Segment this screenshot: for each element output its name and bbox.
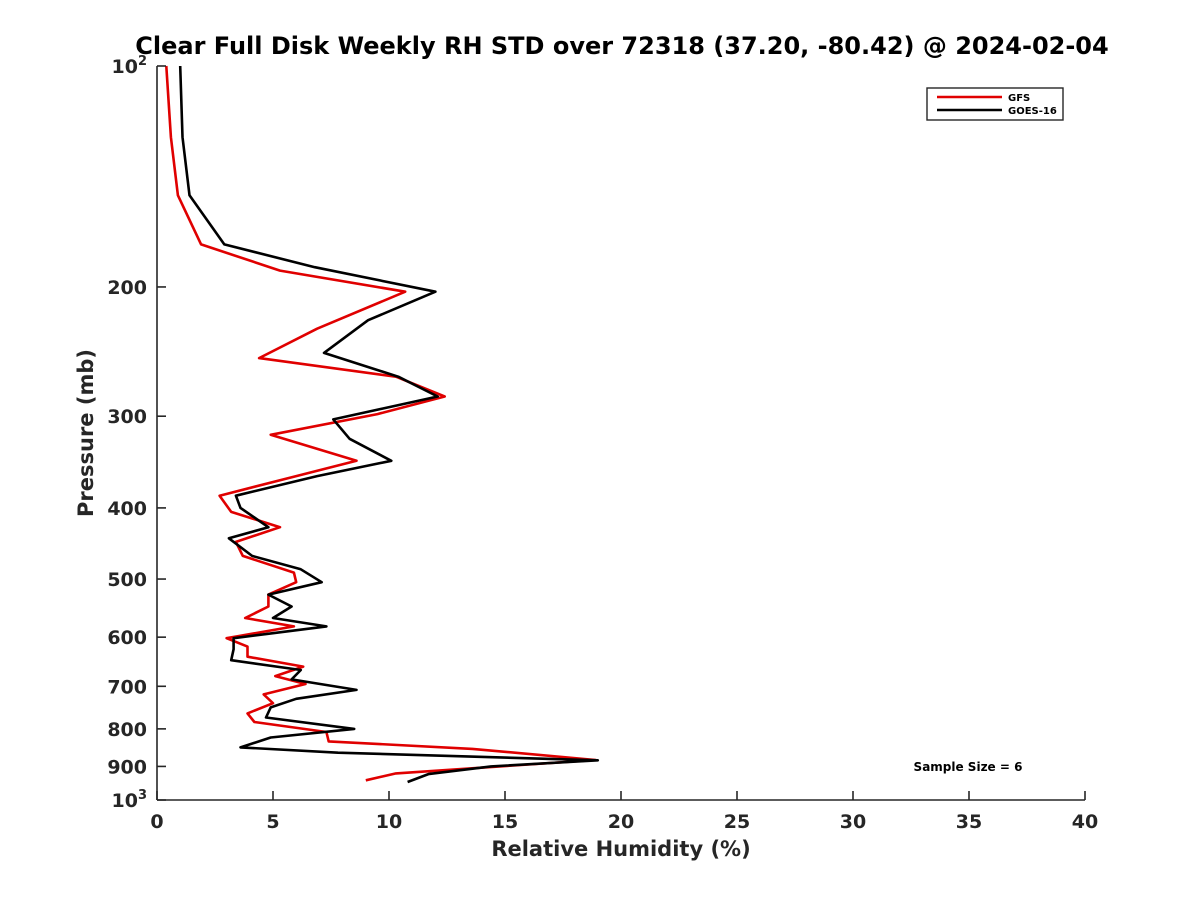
legend-label-gfs: GFS — [1008, 93, 1030, 104]
y-tick-label-text: 500 — [107, 569, 147, 591]
axes: 0 5 10 15 20 25 30 35 40 10220030040050060070080… — [107, 54, 1098, 833]
y-tick-label-text: 600 — [107, 627, 147, 649]
x-tick-label: 35 — [956, 811, 982, 833]
y-tick-label-text: 200 — [107, 277, 147, 299]
x-tick-label: 10 — [376, 811, 402, 833]
x-tick-label: 5 — [266, 811, 279, 833]
legend-box — [926, 87, 1064, 121]
legend-label-goes-16: GOES-16 — [1008, 106, 1057, 117]
x-tick-label: 0 — [150, 811, 163, 833]
x-tick-label: 25 — [724, 811, 750, 833]
x-tick-label: 20 — [608, 811, 634, 833]
y-tick-label: 102 — [112, 54, 148, 78]
y-tick-label-text: 700 — [107, 676, 147, 698]
y-tick-label: 900 — [107, 756, 147, 778]
y-tick-label-exponent: 3 — [138, 788, 147, 803]
y-tick-label: 700 — [107, 676, 147, 698]
y-tick-label-base: 10 — [112, 790, 138, 812]
x-ticks: 0 5 10 15 20 25 30 35 40 — [150, 791, 1098, 833]
y-tick-label: 500 — [107, 569, 147, 591]
y-tick-label-base: 10 — [112, 56, 138, 78]
y-tick-label-text: 900 — [107, 756, 147, 778]
y-tick-label-exponent: 2 — [138, 54, 147, 69]
y-axis-label: Pressure (mb) — [74, 349, 98, 517]
x-tick-label: 40 — [1072, 811, 1098, 833]
x-axis-label: Relative Humidity (%) — [491, 837, 750, 861]
x-tick-label: 30 — [840, 811, 866, 833]
legend: GFS GOES-16 — [926, 87, 1064, 121]
series-layer — [165, 65, 600, 784]
y-tick-label: 400 — [107, 498, 147, 520]
y-tick-label: 300 — [107, 406, 147, 428]
series-line-goes-16 — [178, 65, 600, 784]
y-tick-label-text: 300 — [107, 406, 147, 428]
y-tick-label: 103 — [112, 788, 148, 812]
chart-title: Clear Full Disk Weekly RH STD over 72318… — [135, 32, 1108, 60]
y-tick-label: 600 — [107, 627, 147, 649]
x-tick-label: 15 — [492, 811, 518, 833]
series-line-gfs — [165, 65, 597, 782]
y-tick-label: 200 — [107, 277, 147, 299]
y-tick-label-text: 800 — [107, 719, 147, 741]
y-tick-label: 800 — [107, 719, 147, 741]
y-tick-label-text: 400 — [107, 498, 147, 520]
sample-size-annotation: Sample Size = 6 — [914, 760, 1023, 774]
